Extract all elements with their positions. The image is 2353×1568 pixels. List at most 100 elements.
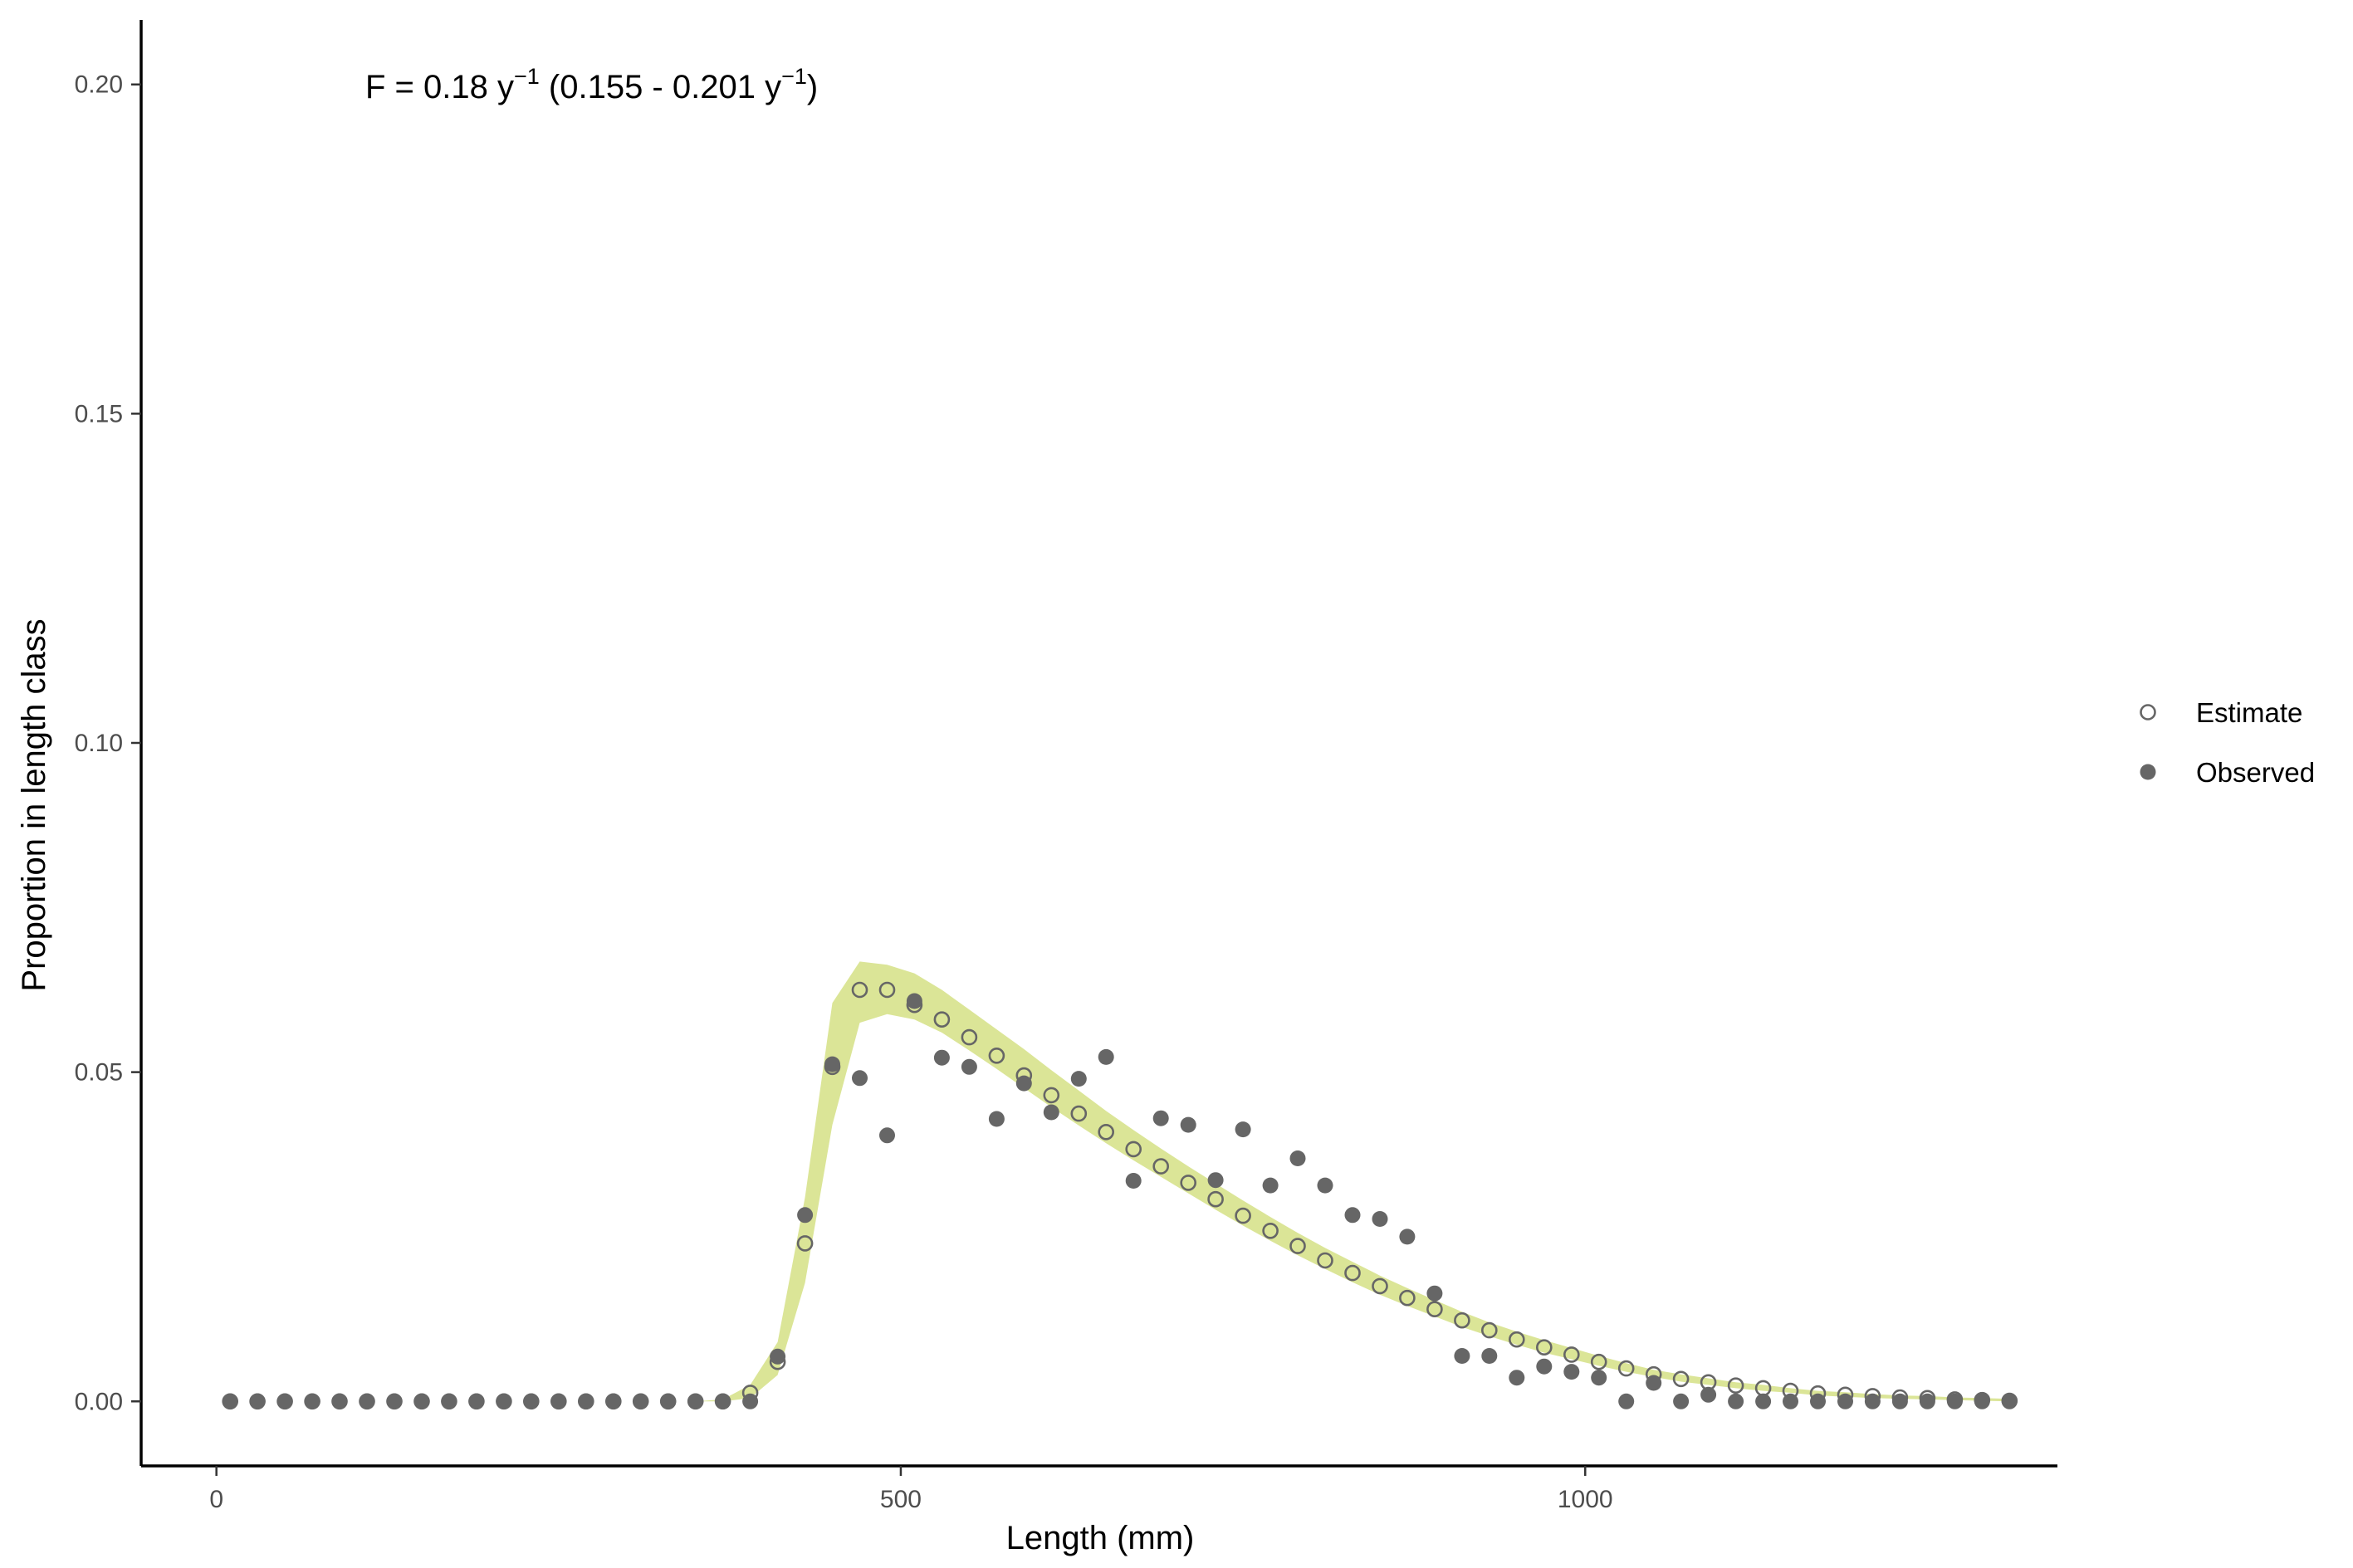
estimate-point bbox=[1152, 1158, 1169, 1175]
observed-point bbox=[770, 1348, 786, 1365]
x-tick-label: 500 bbox=[880, 1486, 922, 1513]
annotation-superscript-1: −1 bbox=[514, 64, 540, 89]
axes-layer: 0.00 0.05 0.10 0.15 0.20 0 500 1000 bbox=[75, 20, 2057, 1513]
y-tick-label: 0.20 bbox=[75, 71, 123, 99]
observed-point bbox=[1837, 1393, 1853, 1409]
observed-point bbox=[1563, 1364, 1580, 1380]
observed-point bbox=[961, 1058, 977, 1075]
estimate-point bbox=[878, 981, 896, 999]
estimate-point bbox=[1372, 1277, 1388, 1295]
observed-point bbox=[413, 1393, 430, 1409]
observed-point bbox=[1207, 1172, 1224, 1189]
estimate-point bbox=[1317, 1252, 1333, 1269]
observed-point bbox=[1344, 1207, 1361, 1224]
observed-point bbox=[824, 1056, 840, 1072]
observed-point bbox=[1043, 1104, 1059, 1121]
observed-point bbox=[1509, 1370, 1525, 1386]
observed-point bbox=[1536, 1358, 1553, 1375]
observed-points-layer bbox=[222, 993, 2018, 1409]
observed-point bbox=[1646, 1375, 1662, 1391]
observed-point bbox=[331, 1393, 348, 1409]
observed-point bbox=[1700, 1386, 1717, 1403]
observed-point bbox=[687, 1393, 704, 1409]
estimate-point bbox=[961, 1028, 978, 1046]
observed-point bbox=[933, 1049, 950, 1066]
observed-point bbox=[468, 1393, 485, 1409]
observed-point bbox=[1399, 1229, 1416, 1245]
observed-point bbox=[1235, 1121, 1251, 1138]
estimate-point bbox=[1672, 1370, 1690, 1388]
observed-point bbox=[359, 1393, 375, 1409]
estimate-point bbox=[933, 1011, 951, 1028]
observed-point bbox=[1783, 1393, 1798, 1409]
observed-point bbox=[1919, 1393, 1935, 1409]
estimate-point bbox=[1399, 1289, 1416, 1307]
estimate-point bbox=[1617, 1360, 1635, 1377]
estimate-point bbox=[1262, 1223, 1279, 1239]
observed-point bbox=[249, 1393, 266, 1409]
observed-point bbox=[1289, 1150, 1306, 1166]
estimate-point bbox=[1098, 1124, 1114, 1141]
legend: Estimate Observed bbox=[2140, 697, 2315, 788]
observed-point bbox=[1262, 1177, 1279, 1194]
estimate-point bbox=[1180, 1175, 1196, 1191]
annotation-superscript-2: −1 bbox=[781, 64, 807, 89]
x-axis-title: Length (mm) bbox=[1006, 1520, 1195, 1556]
annotation-suffix: ) bbox=[807, 69, 818, 105]
observed-point bbox=[1810, 1393, 1826, 1409]
observed-point bbox=[797, 1207, 814, 1224]
estimate-point bbox=[1563, 1346, 1580, 1363]
observed-point bbox=[742, 1393, 759, 1409]
observed-point bbox=[715, 1393, 731, 1409]
annotation-middle: (0.155 - 0.201 y bbox=[540, 69, 781, 105]
estimate-point bbox=[851, 981, 868, 999]
estimate-point bbox=[1344, 1264, 1361, 1282]
legend-estimate-label: Estimate bbox=[2196, 697, 2302, 728]
estimate-point bbox=[1289, 1238, 1306, 1254]
observed-point bbox=[879, 1127, 895, 1144]
observed-point bbox=[1755, 1393, 1772, 1409]
annotation-text: F = 0.18 y−1 (0.155 - 0.201 y−1) bbox=[365, 64, 818, 105]
observed-point bbox=[386, 1393, 403, 1409]
observed-point bbox=[523, 1393, 540, 1409]
observed-point bbox=[1728, 1393, 1744, 1409]
observed-point bbox=[605, 1393, 622, 1409]
observed-point bbox=[1152, 1110, 1169, 1126]
observed-point bbox=[906, 993, 922, 1009]
observed-point bbox=[2001, 1393, 2018, 1409]
observed-point bbox=[1454, 1348, 1470, 1364]
estimate-point bbox=[1070, 1105, 1088, 1122]
estimate-point bbox=[1509, 1331, 1525, 1348]
observed-point bbox=[222, 1393, 238, 1409]
observed-point bbox=[304, 1393, 320, 1409]
estimate-point bbox=[1207, 1190, 1224, 1208]
x-tick-label: 1000 bbox=[1558, 1486, 1613, 1513]
x-tick-label: 0 bbox=[209, 1486, 223, 1513]
estimate-point bbox=[1481, 1321, 1498, 1339]
observed-point bbox=[1673, 1393, 1690, 1409]
legend-observed-label: Observed bbox=[2196, 757, 2315, 788]
observed-point bbox=[633, 1393, 649, 1409]
annotation-prefix: F = 0.18 y bbox=[365, 69, 514, 105]
estimate-point bbox=[1235, 1207, 1251, 1224]
observed-point bbox=[1317, 1177, 1333, 1194]
observed-point bbox=[1125, 1173, 1142, 1189]
observed-point bbox=[1180, 1116, 1196, 1133]
observed-point bbox=[988, 1111, 1005, 1127]
estimate-point bbox=[1125, 1141, 1142, 1158]
estimate-point bbox=[1754, 1380, 1772, 1397]
observed-point bbox=[1864, 1393, 1881, 1409]
observed-point bbox=[1426, 1285, 1443, 1302]
observed-point bbox=[1098, 1048, 1114, 1065]
observed-point bbox=[1015, 1075, 1032, 1092]
y-tick-label: 0.10 bbox=[75, 730, 123, 757]
observed-point bbox=[1618, 1393, 1635, 1409]
estimate-point bbox=[1426, 1301, 1443, 1317]
estimate-point bbox=[1043, 1087, 1060, 1104]
legend-observed-marker bbox=[2140, 764, 2156, 780]
y-tick-label: 0.15 bbox=[75, 400, 123, 427]
observed-point bbox=[276, 1393, 293, 1409]
estimate-point bbox=[1727, 1377, 1744, 1394]
